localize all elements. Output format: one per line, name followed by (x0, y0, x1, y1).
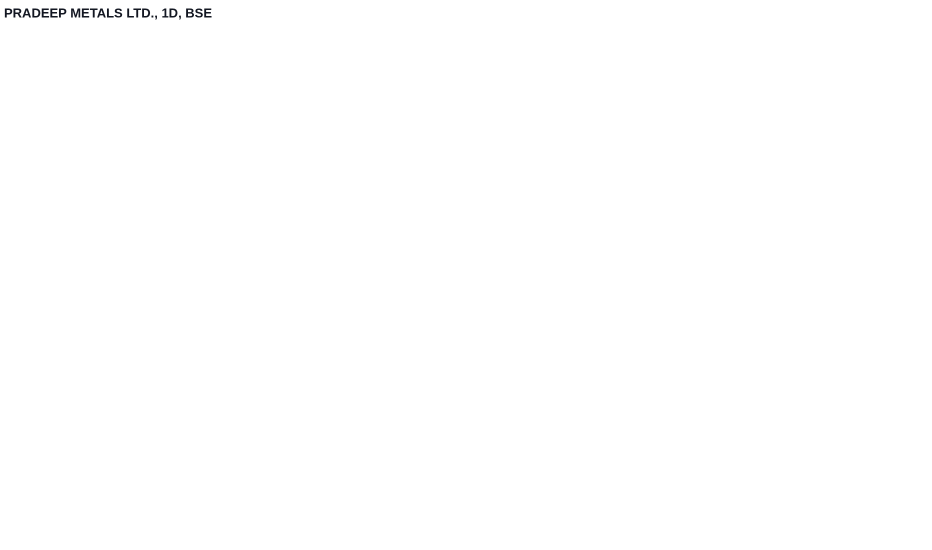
chart-title: PRADEEP METALS LTD., 1D, BSE (4, 5, 212, 20)
